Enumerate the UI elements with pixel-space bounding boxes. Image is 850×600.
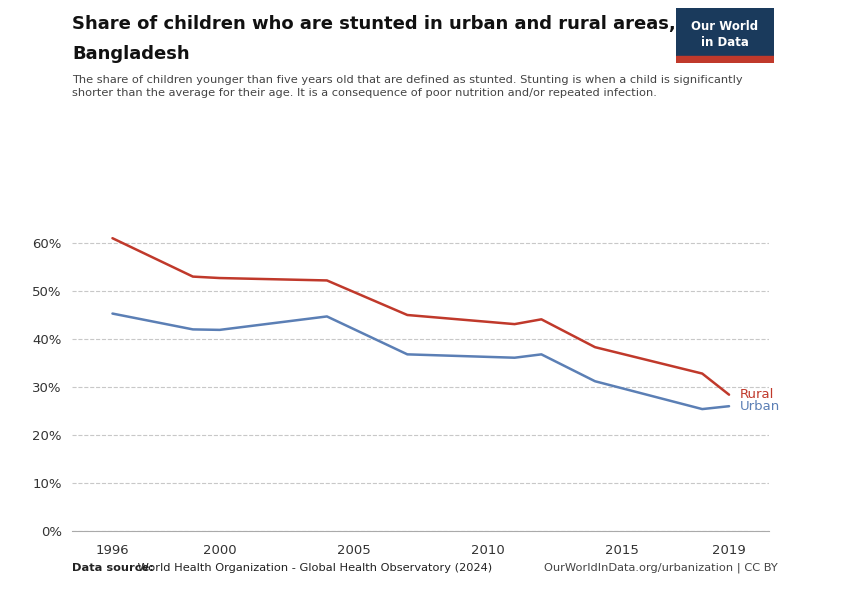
Text: Our World: Our World [691, 20, 758, 33]
Text: World Health Organization - Global Health Observatory (2024): World Health Organization - Global Healt… [134, 563, 492, 573]
Text: OurWorldInData.org/urbanization | CC BY: OurWorldInData.org/urbanization | CC BY [544, 563, 778, 573]
Text: Urban: Urban [740, 400, 780, 413]
Text: Bangladesh: Bangladesh [72, 45, 190, 63]
Text: The share of children younger than five years old that are defined as stunted. S: The share of children younger than five … [72, 75, 743, 98]
Text: in Data: in Data [700, 35, 749, 49]
Text: Share of children who are stunted in urban and rural areas,: Share of children who are stunted in urb… [72, 15, 676, 33]
Text: Rural: Rural [740, 388, 774, 401]
Bar [676, 56, 774, 63]
Text: Data source:: Data source: [72, 563, 154, 573]
